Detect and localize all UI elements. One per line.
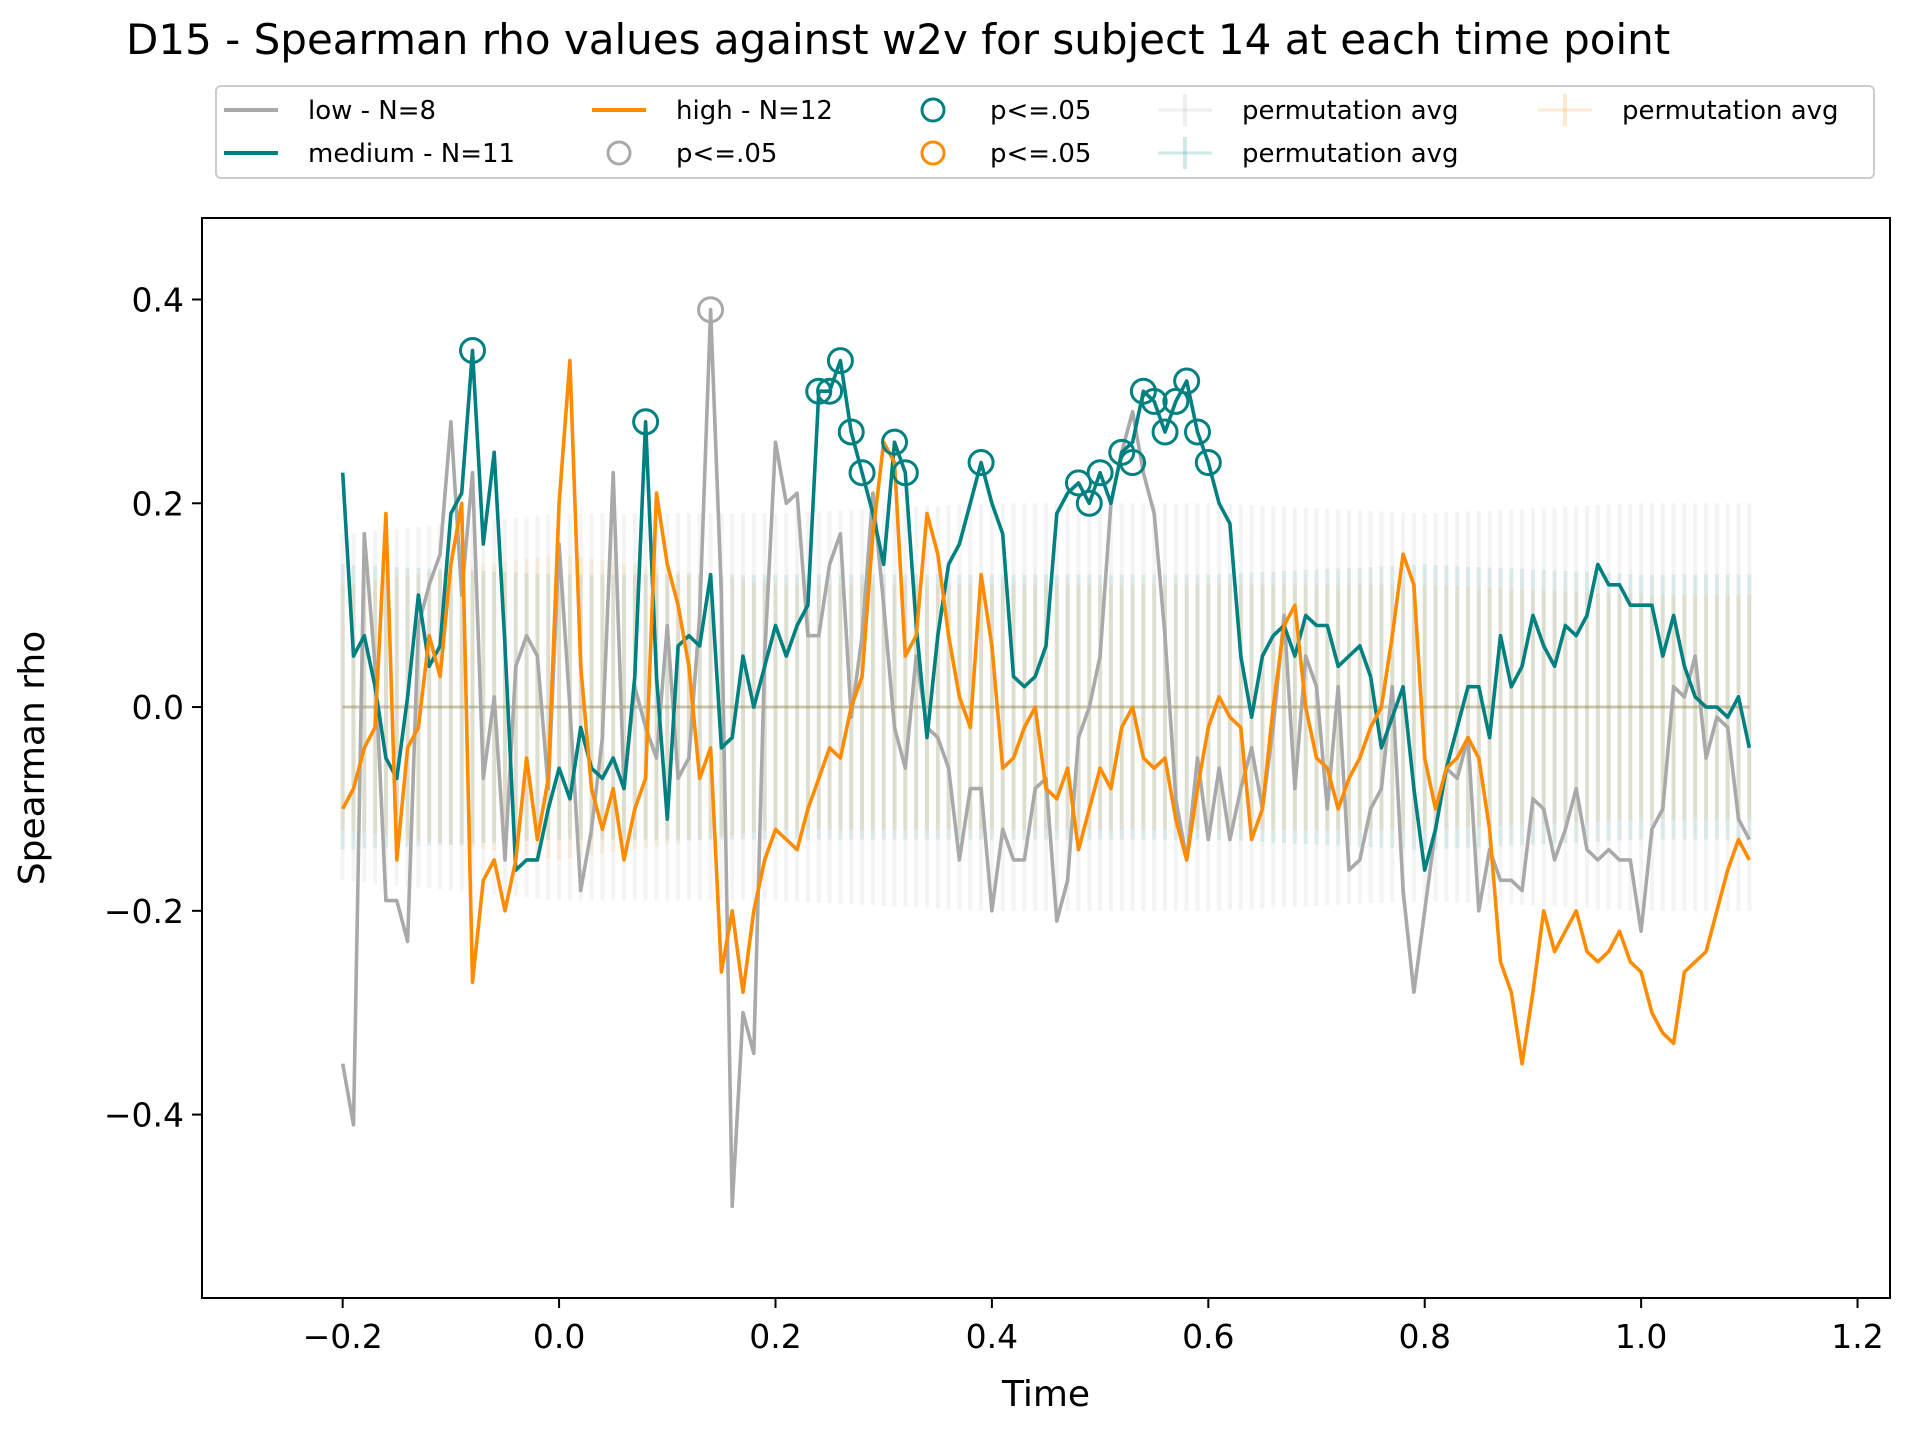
significance-marker: [1064, 469, 1092, 497]
x-tick-label: 0.0: [533, 1317, 585, 1356]
significance-marker: [826, 347, 854, 375]
significance-marker: [1086, 459, 1114, 487]
legend-entry: p<=.05: [920, 139, 1091, 169]
significance-marker: [632, 408, 660, 436]
significance-marker: [1151, 418, 1179, 446]
y-tick-label: 0.4: [132, 281, 184, 320]
series-line-1: [340, 348, 1752, 872]
permutation-bands: [340, 503, 1752, 911]
legend-label: permutation avg: [1242, 96, 1459, 126]
significance-marker: [1162, 387, 1190, 415]
significance-marker: [1119, 449, 1147, 477]
legend-label: low - N=8: [308, 96, 436, 126]
legend-label: permutation avg: [1622, 96, 1839, 126]
legend-entry: low - N=8: [224, 96, 436, 126]
x-tick-label: 0.8: [1398, 1317, 1450, 1356]
y-tick-label: 0.2: [132, 484, 184, 523]
significance-marker: [697, 296, 725, 324]
x-tick-label: 0.2: [749, 1317, 801, 1356]
significance-marker: [1194, 449, 1222, 477]
legend-entry: medium - N=11: [224, 139, 515, 169]
legend-label: p<=.05: [676, 139, 777, 169]
significance-marker: [1075, 489, 1103, 517]
significance-marker: [891, 459, 919, 487]
y-axis-label: Spearman rho: [12, 631, 53, 885]
x-tick-label: −0.2: [303, 1317, 383, 1356]
series-line-2: [341, 358, 1751, 1066]
x-tick-label: 0.4: [966, 1317, 1018, 1356]
significance-marker: [1173, 367, 1201, 395]
series-lines: [340, 307, 1752, 1209]
x-tick-label: 1.2: [1831, 1317, 1883, 1356]
plot-frame: [201, 217, 1891, 1299]
chart-legend: low - N=8 medium - N=11 high - N=12 p<=.05 p…: [215, 85, 1875, 179]
permutation-band-0: [340, 503, 1752, 911]
x-tick-label: 0.6: [1182, 1317, 1234, 1356]
significance-marker: [967, 449, 995, 477]
legend-entry: permutation avg: [1538, 94, 1839, 126]
significance-marker: [1183, 418, 1211, 446]
significance-marker: [848, 459, 876, 487]
significance-marker: [459, 336, 487, 364]
legend-entry: permutation avg: [1158, 94, 1459, 126]
legend-label: p<=.05: [990, 139, 1091, 169]
x-tick-label: 1.0: [1615, 1317, 1667, 1356]
legend-entry: permutation avg: [1158, 137, 1459, 169]
significance-marker: [1140, 387, 1168, 415]
x-axis: −0.2 0.0 0.2 0.4 0.6 0.8 1.0 1.2: [303, 1298, 1884, 1356]
legend-label: high - N=12: [676, 96, 833, 126]
legend-circle-swatch: [606, 140, 632, 166]
legend-circle-swatch: [920, 97, 946, 123]
legend-label: medium - N=11: [308, 139, 515, 169]
significance-marker: [816, 377, 844, 405]
significance-marker: [837, 418, 865, 446]
plot-area: −0.2 0.0 0.2 0.4 0.6 0.8 1.0 1.2 −0.4 −0.2 0.0 0.2…: [104, 217, 1891, 1356]
significance-markers: [459, 296, 1222, 517]
permutation-band-1: [340, 564, 1752, 850]
legend-entry: p<=.05: [920, 96, 1091, 126]
y-tick-label: −0.4: [104, 1096, 184, 1135]
legend-label: p<=.05: [990, 96, 1091, 126]
chart-title: D15 - Spearman rho values against w2v fo…: [126, 15, 1670, 64]
legend-entry: p<=.05: [606, 139, 777, 169]
legend-entry: high - N=12: [592, 96, 833, 126]
y-tick-label: 0.0: [132, 688, 184, 727]
x-axis-label: Time: [1001, 1374, 1090, 1415]
legend-circle-swatch: [920, 140, 946, 166]
y-tick-label: −0.2: [104, 892, 184, 931]
legend-label: permutation avg: [1242, 139, 1459, 169]
significance-marker: [805, 377, 833, 405]
y-axis: −0.4 −0.2 0.0 0.2 0.4: [104, 281, 202, 1135]
significance-marker: [881, 428, 909, 456]
